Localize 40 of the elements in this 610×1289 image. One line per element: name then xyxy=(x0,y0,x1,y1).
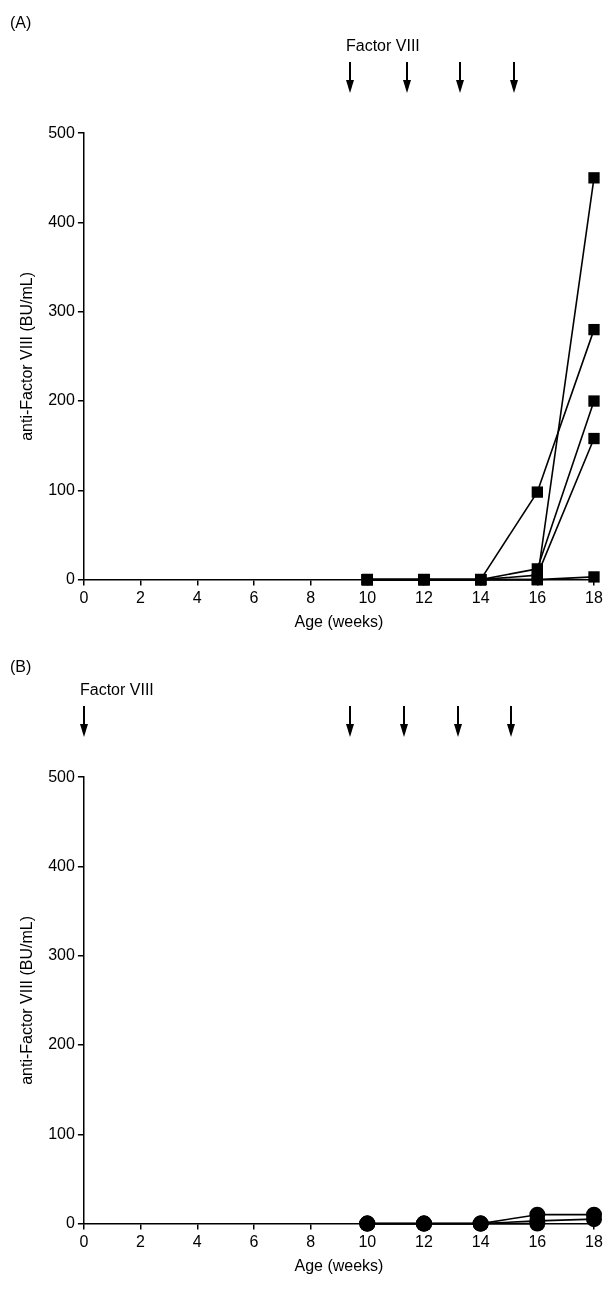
x-tick-label: 18 xyxy=(585,588,603,606)
y-tick-label: 300 xyxy=(48,302,75,320)
x-tick-label: 14 xyxy=(471,588,490,606)
x-tick-label: 18 xyxy=(585,1232,603,1250)
x-axis-title: Age (weeks) xyxy=(294,612,384,630)
x-tick-label: 4 xyxy=(192,588,202,606)
y-tick-label: 100 xyxy=(48,480,75,498)
y-tick-label: 500 xyxy=(48,123,75,141)
chart-title: (A) xyxy=(10,14,32,32)
x-tick-label: 12 xyxy=(415,1232,433,1250)
x-tick-label: 6 xyxy=(249,588,259,606)
x-tick-label: 0 xyxy=(79,1232,89,1250)
x-tick-label: 14 xyxy=(471,1232,490,1250)
y-tick-label: 500 xyxy=(48,767,75,785)
y-axis-title: anti-Factor VIII (BU/mL) xyxy=(18,271,36,441)
x-tick-label: 12 xyxy=(415,588,433,606)
x-tick-label: 6 xyxy=(249,1232,259,1250)
y-tick-label: 200 xyxy=(48,1035,75,1053)
y-tick-label: 300 xyxy=(48,946,75,964)
x-tick-label: 16 xyxy=(528,1232,547,1250)
y-axis-title: anti-Factor VIII (BU/mL) xyxy=(18,915,36,1085)
chart-title: (B) xyxy=(10,658,32,676)
y-tick-label: 0 xyxy=(65,570,75,588)
x-tick-label: 10 xyxy=(358,588,377,606)
x-tick-label: 8 xyxy=(306,1232,316,1250)
x-tick-label: 2 xyxy=(136,1232,146,1250)
y-tick-label: 100 xyxy=(48,1124,75,1142)
x-tick-label: 4 xyxy=(192,1232,202,1250)
text: Factor VIII xyxy=(346,37,420,55)
x-tick-label: 16 xyxy=(528,588,547,606)
x-axis-title: Age (weeks) xyxy=(294,1256,384,1274)
y-tick-label: 400 xyxy=(48,212,75,230)
x-tick-label: 2 xyxy=(136,588,146,606)
y-tick-label: 200 xyxy=(48,391,75,409)
x-tick-label: 8 xyxy=(306,588,316,606)
text: Factor VIII xyxy=(80,681,154,699)
x-tick-label: 10 xyxy=(358,1232,377,1250)
y-tick-label: 0 xyxy=(65,1214,75,1232)
x-tick-label: 0 xyxy=(79,588,89,606)
y-tick-label: 400 xyxy=(48,856,75,874)
